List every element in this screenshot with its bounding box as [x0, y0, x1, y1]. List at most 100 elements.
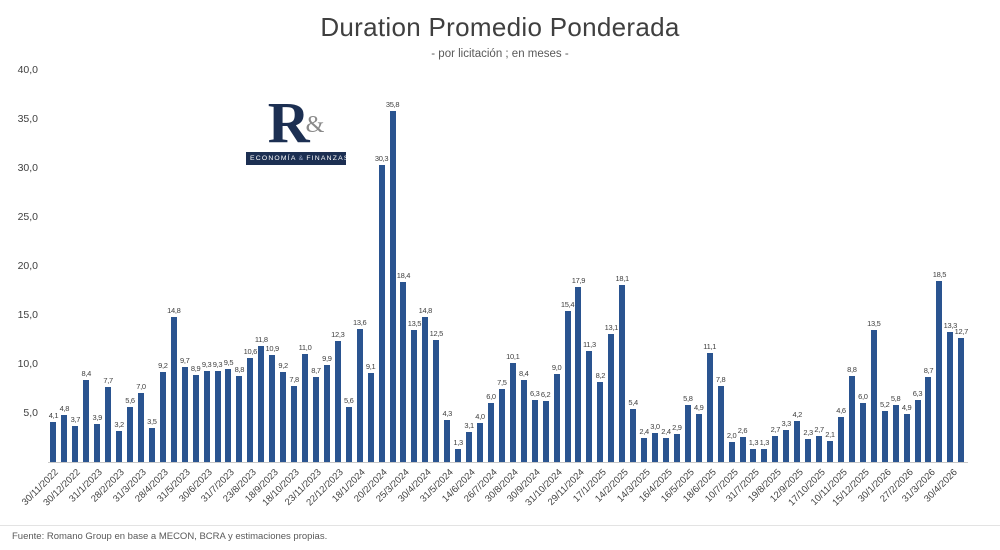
bar: 1,3: [453, 70, 464, 462]
bar-rect: [728, 442, 735, 462]
logo-tagline-ampersand: &: [298, 155, 305, 162]
y-tick-label: 5,0: [23, 407, 38, 419]
bar: 12,7: [955, 70, 968, 462]
bar-rect: [662, 438, 669, 462]
bar-value-label: 10,1: [506, 352, 520, 362]
bar: 9,2: [157, 70, 168, 462]
bar-rect: [750, 449, 757, 462]
bar: 2,0: [726, 70, 737, 462]
bar: 2,1: [825, 70, 836, 462]
bar: 30,3: [375, 70, 389, 462]
bar-rect: [958, 337, 965, 462]
bar-rect: [630, 409, 637, 462]
bar-rect: [827, 441, 834, 462]
bar-value-label: 4,6: [836, 405, 846, 415]
bar-rect: [334, 341, 341, 462]
bar-rect: [772, 435, 779, 462]
bar-value-label: 3,5: [147, 416, 157, 426]
bar-rect: [608, 333, 615, 462]
chart-title: Duration Promedio Ponderada: [320, 12, 680, 42]
bar-value-label: 6,2: [540, 390, 551, 400]
bar-rect: [389, 111, 396, 462]
logo-mark: R&: [246, 94, 346, 152]
bar-value-label: 4,9: [694, 402, 704, 412]
bar-value-label: 5,8: [890, 394, 901, 404]
bar: 3,0: [650, 70, 661, 462]
bar-value-label: 6,3: [529, 389, 540, 399]
bar-rect: [870, 329, 877, 462]
bar-value-label: 4,2: [792, 409, 802, 419]
bar: 4,6: [836, 70, 847, 462]
bar-rect: [83, 379, 90, 462]
bar-value-label: 7,7: [103, 375, 113, 385]
bar-rect: [531, 400, 538, 462]
bar-value-label: 12,3: [331, 330, 345, 340]
logo-tagline: ECONOMÍA & FINANZAS: [246, 152, 348, 165]
bar-value-label: 8,8: [234, 364, 245, 374]
bar-value-label: 8,4: [519, 368, 529, 378]
bar-value-label: 13,5: [407, 318, 422, 328]
y-tick-label: 35,0: [17, 113, 38, 125]
bar-value-label: 2,6: [737, 425, 748, 435]
bar-rect: [487, 403, 494, 462]
bar-value-label: 13,3: [943, 320, 958, 330]
bar-value-label: 8,4: [81, 368, 92, 378]
bar: 9,1: [365, 70, 376, 462]
plot-area: 4,1 4,8 3,7 8,4 3,9 7,7 3,2 5,6 7,0 3,5 9,2 14,8 9,7…: [48, 70, 968, 463]
bar-value-label: 17,9: [571, 275, 586, 285]
bar: 6,3: [912, 70, 923, 462]
bar: 2,3: [803, 70, 814, 462]
bar-value-label: 1,3: [748, 438, 759, 448]
bar: 9,9: [321, 70, 332, 462]
bar: 3,2: [114, 70, 125, 462]
bar: 17,9: [571, 70, 586, 462]
bar-value-label: 5,6: [125, 396, 135, 406]
bar-rect: [914, 400, 921, 462]
bar-rect: [170, 316, 177, 462]
bar-value-label: 3,3: [781, 418, 792, 428]
bar-rect: [925, 376, 932, 462]
bar: 3,1: [464, 70, 475, 462]
bar-value-label: 13,1: [604, 322, 619, 332]
bar-value-label: 11,3: [582, 340, 596, 350]
bar: 4,9: [693, 70, 704, 462]
bar-value-label: 8,7: [311, 365, 321, 375]
bar-value-label: 18,5: [932, 269, 947, 279]
bar-value-label: 14,8: [418, 305, 433, 315]
bar: 8,9: [190, 70, 201, 462]
bar-value-label: 18,1: [615, 273, 630, 283]
bar-value-label: 9,2: [158, 360, 168, 370]
bar-value-label: 2,7: [814, 424, 824, 434]
bar-rect: [455, 449, 462, 462]
bar: 7,7: [103, 70, 114, 462]
bar: 5,6: [125, 70, 136, 462]
bar: 10,9: [266, 70, 279, 462]
bar: 9,0: [551, 70, 562, 462]
bar-rect: [181, 366, 188, 462]
bar-rect: [936, 280, 943, 462]
bar-rect: [542, 401, 549, 462]
bar-rect: [652, 432, 659, 462]
bar: 9,3: [201, 70, 212, 462]
bar: 35,8: [386, 70, 400, 462]
bar-rect: [706, 353, 713, 462]
bar: 5,6: [343, 70, 354, 462]
bar-rect: [116, 430, 123, 462]
bar-value-label: 3,0: [650, 421, 660, 431]
bar-rect: [378, 165, 385, 462]
bar: 18,1: [615, 70, 630, 462]
source-text: Romano Group en base a MECON, BCRA y est…: [46, 531, 328, 542]
bar-rect: [312, 376, 319, 462]
bar-rect: [323, 364, 330, 462]
bar-value-label: 8,9: [190, 363, 201, 373]
bar-rect: [794, 420, 801, 462]
bar-rect: [575, 286, 582, 462]
bar-rect: [564, 311, 571, 462]
y-tick-label: 25,0: [17, 211, 38, 223]
bar-value-label: 4,0: [475, 411, 485, 421]
bar: 11,3: [582, 70, 596, 462]
bar-rect: [848, 375, 855, 462]
bar: 5,4: [628, 70, 639, 462]
bar-value-label: 11,8: [254, 335, 268, 345]
bar: 18,5: [932, 70, 947, 462]
